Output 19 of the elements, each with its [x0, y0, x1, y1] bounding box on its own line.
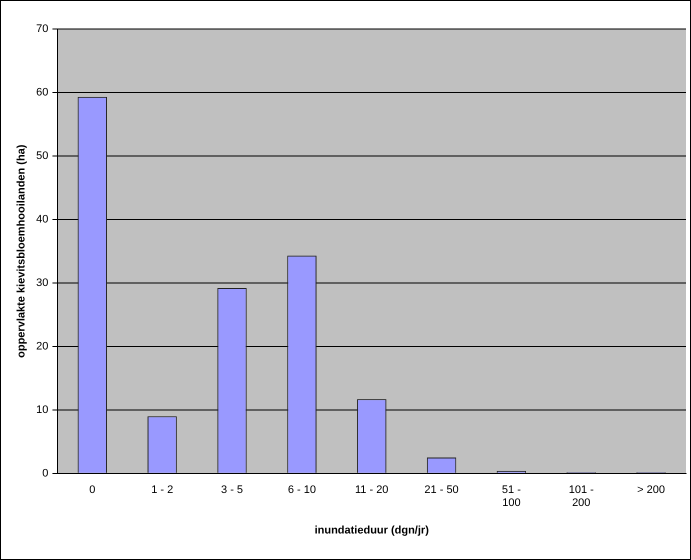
x-tick-label: 1 - 2 [151, 484, 174, 496]
x-tick-label: 3 - 5 [221, 484, 244, 496]
x-tick-label: 21 - 50 [424, 484, 459, 496]
y-tick-label: 40 [36, 213, 48, 226]
x-tick-label: 11 - 20 [355, 484, 388, 496]
y-tick-label: 60 [36, 86, 48, 99]
y-tick-label: 50 [36, 150, 48, 162]
x-tick-label: > 200 [637, 484, 665, 496]
x-tick-label: 101 - 200 [568, 484, 594, 510]
y-tick-label: 30 [36, 276, 48, 289]
y-tick-label: 0 [42, 467, 48, 480]
x-tick-label: 0 [89, 484, 96, 496]
y-tick-label: 20 [36, 340, 48, 352]
x-tick-label: 51 - 100 [502, 484, 522, 510]
x-tick-label: 6 - 10 [288, 484, 316, 496]
y-axis-title: oppervlakte kievitsbloemhooilanden (ha) [16, 144, 28, 358]
y-tick-label: 10 [36, 404, 48, 416]
y-tick-label: 70 [36, 23, 48, 36]
x-axis-title: inundatieduur (dgn/jr) [314, 524, 430, 536]
